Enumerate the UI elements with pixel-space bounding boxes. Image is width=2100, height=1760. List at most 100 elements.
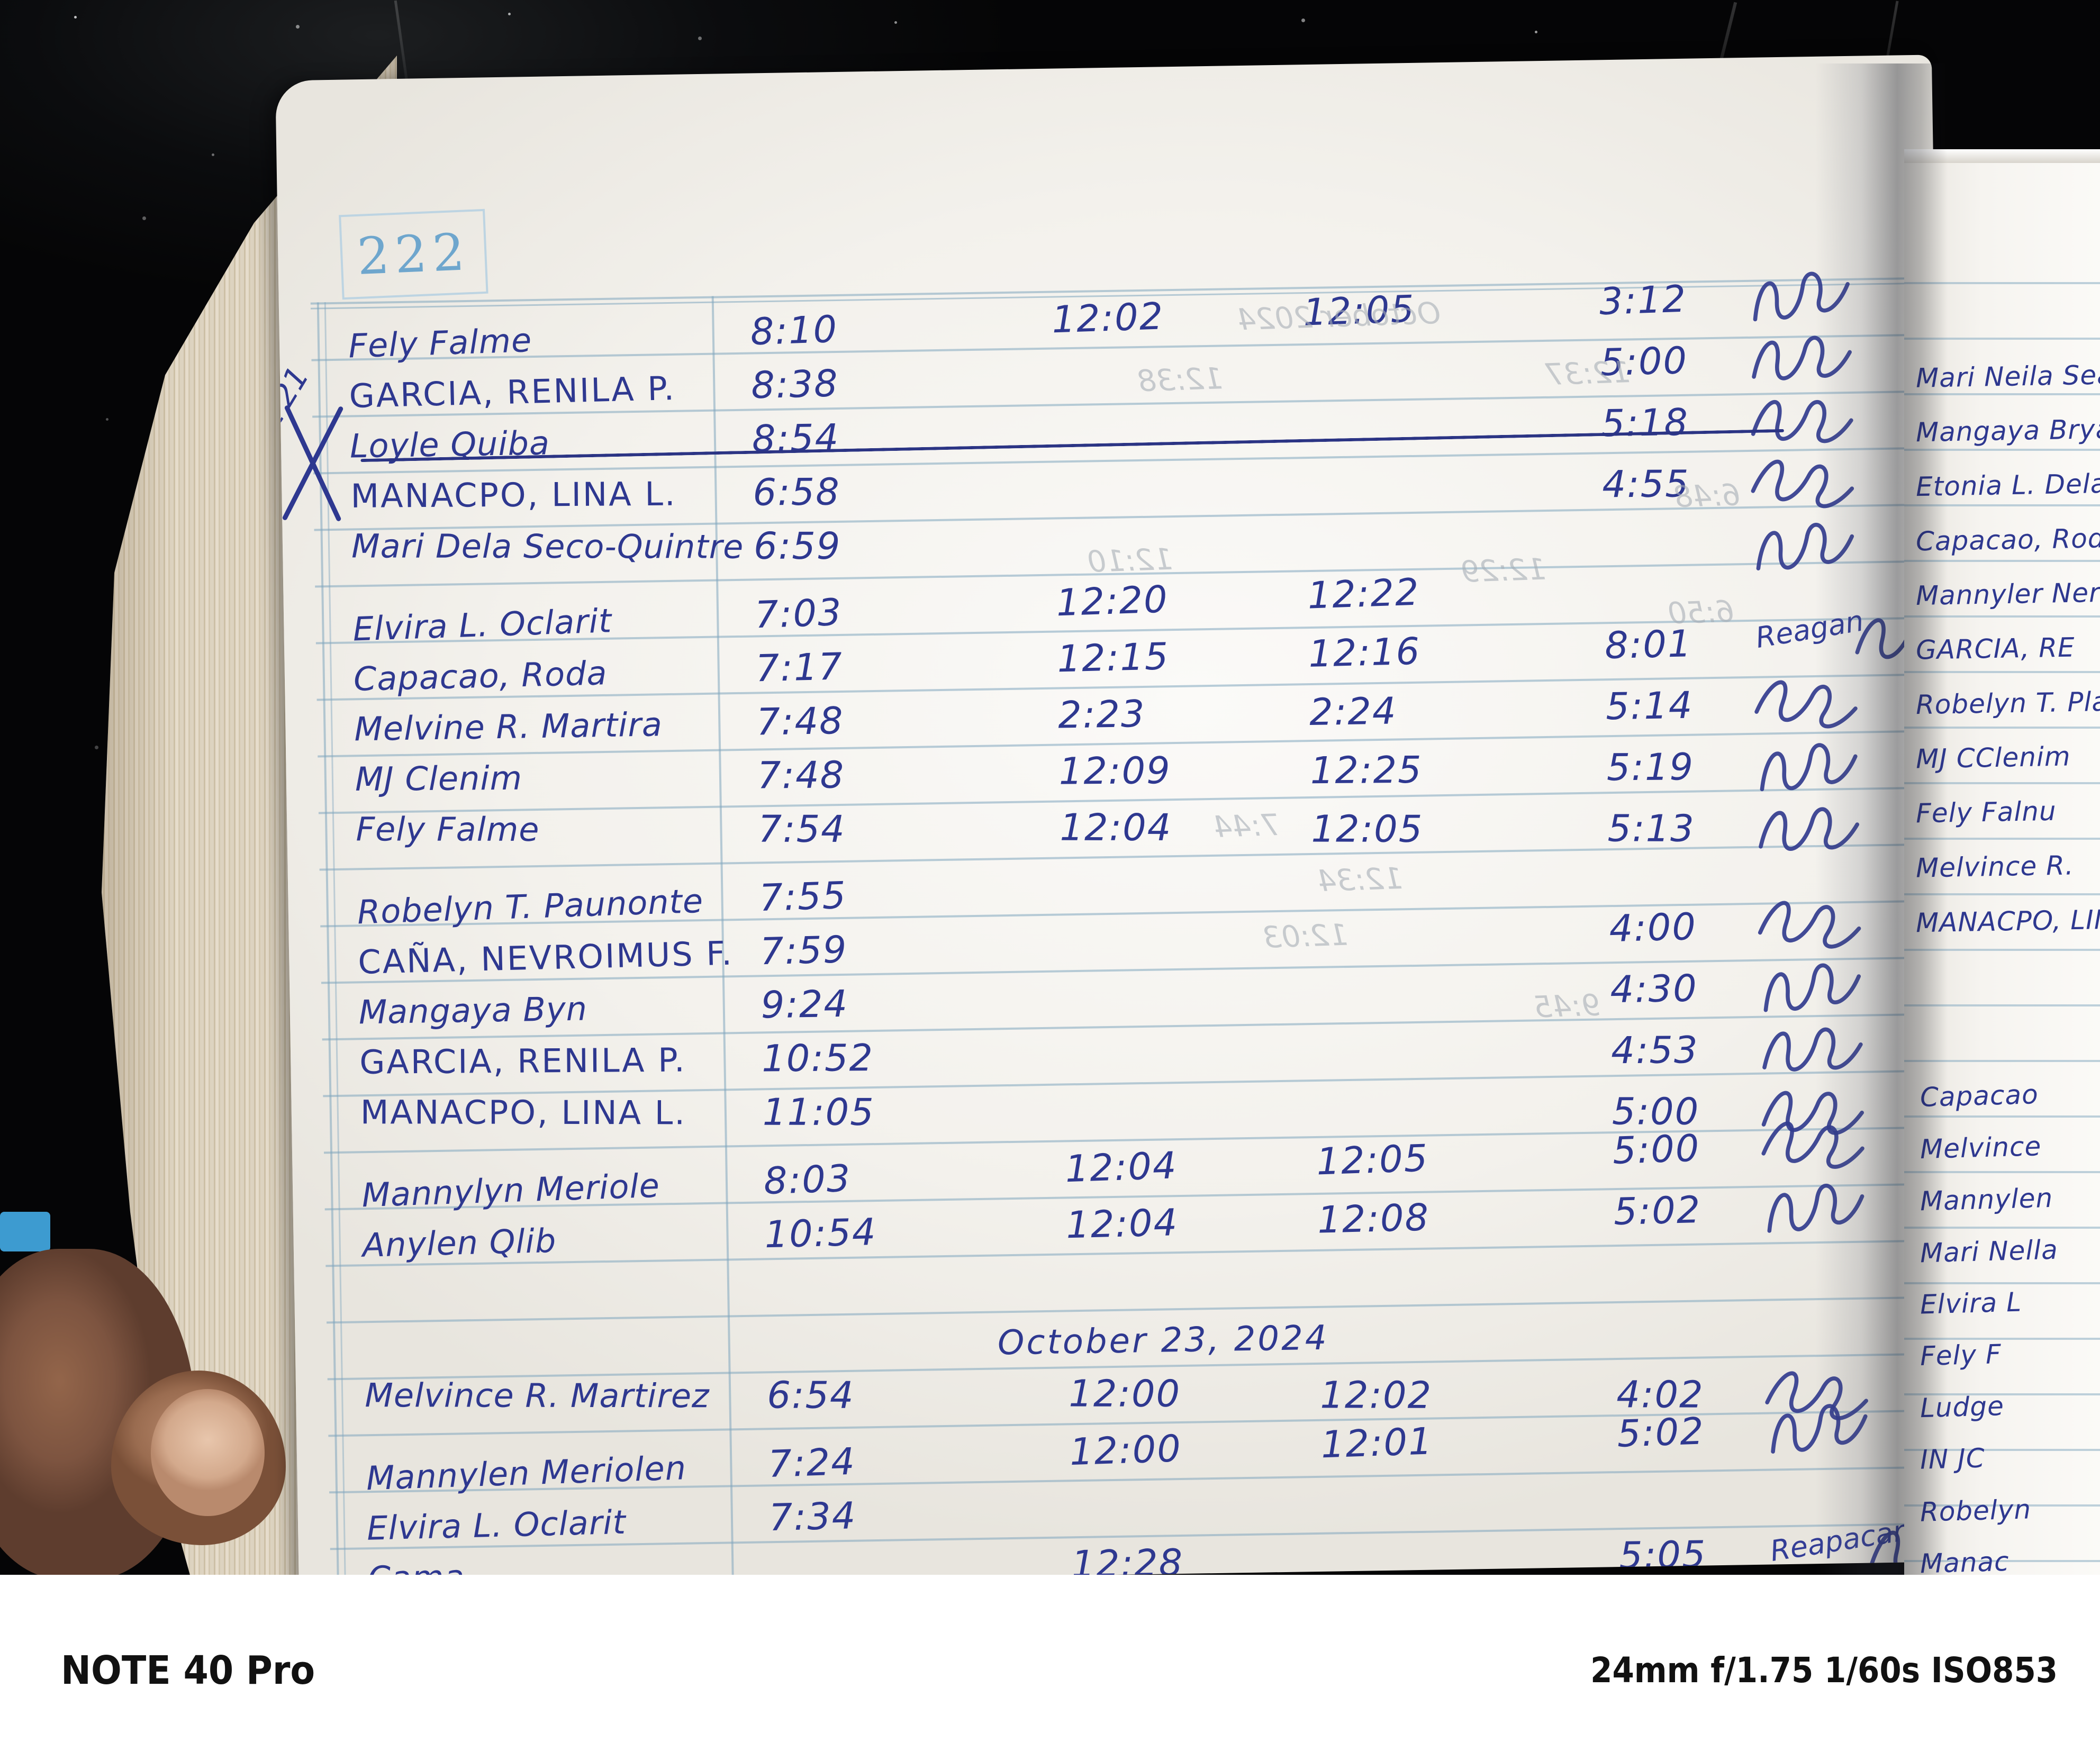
signature-scribble <box>1767 1184 1864 1233</box>
time-in-am-cell: 7:34 <box>768 1494 857 1540</box>
time-in-am-cell: 10:54 <box>764 1210 877 1257</box>
signature-scribble <box>1753 271 1850 322</box>
book-gutter-shadow <box>1815 63 1948 1575</box>
time-in-noon-cell: 12:16 <box>1308 629 1422 676</box>
ghost-text: 12:29 <box>1460 552 1547 589</box>
ghost-text: 7:44 <box>1212 808 1281 845</box>
table-row: MANACPO, LINA L. 11:05 5:00 <box>292 1081 1948 1140</box>
time-out-pm-cell: 4:53 <box>1610 1028 1699 1073</box>
time-out-pm-cell: 5:14 <box>1605 683 1694 729</box>
table-row: Mannylen Meriolen 7:24 12:00 12:01 5:02 <box>296 1395 1954 1507</box>
time-in-am-cell: 6:58 <box>753 470 841 514</box>
name-cell: Fely Falme <box>356 810 540 849</box>
table-row: GARCIA, RENILA P. 10:52 4:53 <box>291 1020 1948 1088</box>
time-out-noon-cell: 12:00 <box>1069 1427 1183 1474</box>
ghost-text: 9:45 <box>1533 988 1601 1025</box>
time-in-noon-cell: 12:05 <box>1316 1136 1429 1184</box>
table-row: Melvince R. Martirez 6:54 12:00 12:02 4:02 <box>296 1364 1952 1423</box>
ruled-lines <box>1904 229 2100 1575</box>
name-cell: Elvira L. Oclarit <box>352 601 613 649</box>
name-cell: Capacao, Roda <box>353 654 608 698</box>
date-header: October 23, 2024 <box>997 1318 1329 1363</box>
time-out-pm-cell: 5:02 <box>1616 1409 1705 1456</box>
name-cell: Mangaya Byn <box>358 989 588 1032</box>
table-row: Mari Dela Seco-Quintre 6:59 <box>283 515 1939 574</box>
table-row: Fely Falme 7:54 12:04 12:05 5:13 <box>287 798 1943 857</box>
time-out-pm-cell: 3:12 <box>1598 277 1688 324</box>
time-out-noon-cell: 12:09 <box>1058 749 1171 793</box>
name-cell: CAÑA, NEVROIMUS F. <box>357 933 734 982</box>
signature-scribble <box>1771 1404 1868 1454</box>
page-fold-highlight <box>1904 149 2100 163</box>
finger-nail <box>151 1389 265 1516</box>
time-in-am-cell: 7:48 <box>756 698 845 744</box>
time-in-am-cell: 11:05 <box>762 1090 875 1134</box>
table-row: Loyle Quiba 8:54 5:18 Oct 21 <box>275 360 1938 473</box>
time-out-noon-cell: 12:04 <box>1065 1201 1179 1247</box>
name-cell: MANACPO, LINA L. <box>350 474 677 515</box>
row-rule <box>327 1296 1942 1324</box>
background-speckles <box>74 16 77 19</box>
name-cell: Melvine R. Martira <box>354 705 663 749</box>
time-out-pm-cell: 5:18 <box>1601 400 1689 446</box>
watermark-bar: NOTE 40 Pro 24mm f/1.75 1/60s ISO853 <box>0 1575 2100 1760</box>
time-in-am-cell: 9:24 <box>761 982 849 1027</box>
time-in-am-cell: 6:59 <box>754 524 841 568</box>
ghost-text: 6:50 <box>1667 594 1735 631</box>
table-row: MANACPO, LINA L. 6:58 4:55 <box>282 454 1939 522</box>
time-in-noon-cell: 12:25 <box>1310 748 1423 793</box>
camera-exif-watermark: 24mm f/1.75 1/60s ISO853 <box>1590 1650 2058 1691</box>
table-row: Mannylyn Meriole 8:03 12:04 12:05 5:00 <box>292 1112 1950 1223</box>
attendance-table: Fely Falme 8:10 12:02 12:05 3:12 GARCIA, RENI… <box>275 55 1956 1587</box>
name-cell: MANACPO, LINA L. <box>360 1093 687 1132</box>
time-out-noon-cell: 2:23 <box>1057 692 1146 737</box>
time-in-am-cell: 7:03 <box>754 590 843 637</box>
name-cell: Melvince R. Martirez <box>365 1376 710 1416</box>
time-out-pm-cell: 5:05 <box>1618 1532 1707 1578</box>
time-out-pm-cell: 5:19 <box>1606 745 1695 790</box>
signature-scribble <box>1751 400 1853 443</box>
signature-scribble <box>1762 1027 1863 1072</box>
table-row: Melvine R. Martira 7:48 2:23 2:24 5:14 <box>285 673 1942 756</box>
signature-scribble <box>1759 807 1860 851</box>
time-in-am-cell: 10:52 <box>762 1036 874 1081</box>
time-out-noon-cell: 12:15 <box>1056 634 1170 681</box>
signature-scribble <box>1752 335 1852 380</box>
time-out-noon-cell: 12:04 <box>1060 805 1172 850</box>
time-in-am-cell: 7:59 <box>759 928 848 974</box>
time-out-pm-cell: 4:30 <box>1609 966 1698 1012</box>
signature-scribble <box>1760 743 1858 792</box>
name-cell: GARCIA, RENILA P. <box>359 1040 686 1082</box>
time-in-am-cell: 8:54 <box>752 415 840 461</box>
table-row: Mangaya Byn 9:24 4:30 <box>289 956 1947 1039</box>
time-out-noon-cell: 12:20 <box>1055 577 1169 625</box>
signature-scribble <box>1754 680 1858 729</box>
table-row: CAÑA, NEVROIMUS F. 7:59 4:00 <box>288 893 1946 990</box>
time-out-noon-cell: 12:02 <box>1051 294 1165 342</box>
time-in-am-cell: 7:55 <box>758 873 848 920</box>
time-out-noon-cell: 12:04 <box>1064 1144 1178 1191</box>
signature-scribble <box>1761 1121 1864 1169</box>
logbook-left-page: 222 Fely Falme 8:10 12:02 12:05 3:12 GARCIA, … <box>275 55 1956 1588</box>
time-in-noon-cell: 12:02 <box>1320 1373 1433 1417</box>
time-in-noon-cell: 12:01 <box>1320 1419 1434 1467</box>
signature-scribble <box>1758 901 1861 949</box>
time-out-pm-cell: 5:02 <box>1613 1187 1702 1233</box>
time-in-am-cell: 8:38 <box>750 361 839 407</box>
page-number: 222 <box>356 222 472 286</box>
page-number-stamp: 222 <box>339 208 488 300</box>
name-cell: Mannylyn Meriole <box>361 1166 660 1215</box>
time-in-am-cell: 8:03 <box>763 1156 852 1203</box>
time-in-noon-cell: 12:05 <box>1311 807 1424 851</box>
time-out-pm-cell: 5:00 <box>1612 1126 1701 1173</box>
ink-bleed-ghost-text: October 2024 12:38 12:37 6:48 12:10 12:29 6:50… <box>275 55 1932 1025</box>
table-row: GARCIA, RENILA P. 8:38 5:00 <box>279 326 1937 423</box>
signature-scribble <box>1751 459 1854 509</box>
name-cell: Fely Falme <box>348 321 533 366</box>
signature-scribble <box>1763 963 1861 1012</box>
time-in-am-cell: 7:54 <box>758 807 846 851</box>
signature-scribble <box>1765 1371 1868 1420</box>
name-cell: Mari Dela Seco-Quintre <box>351 527 744 566</box>
